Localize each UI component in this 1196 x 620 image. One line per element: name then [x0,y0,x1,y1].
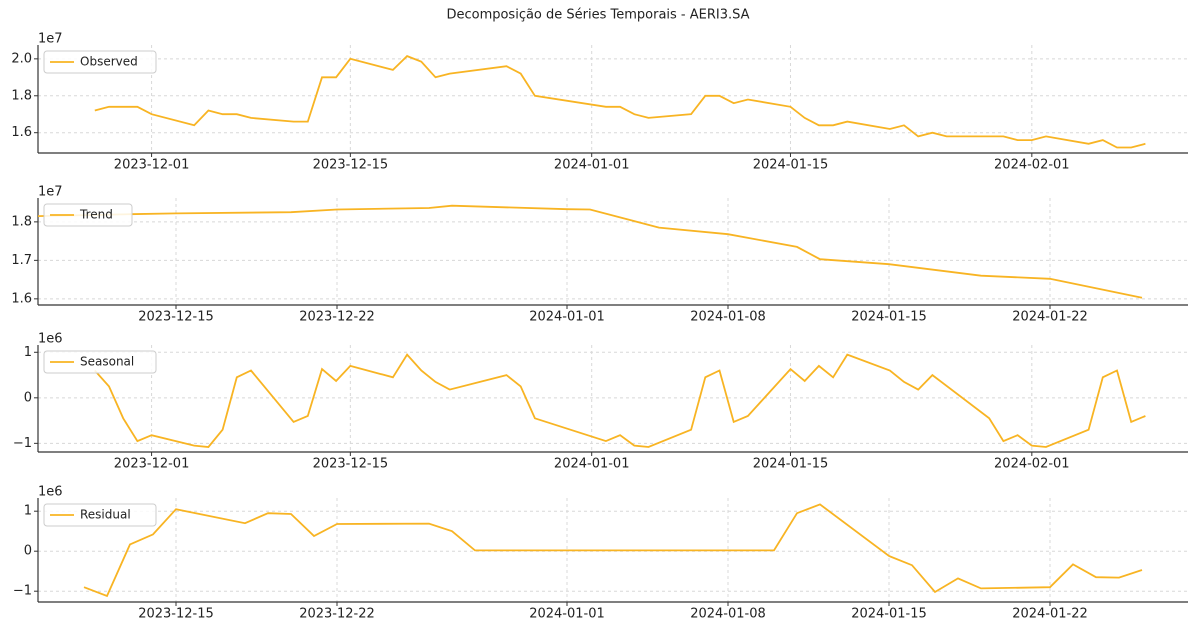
legend-box [43,203,133,227]
x-tick-label: 2023-12-01 [114,158,190,173]
x-tick-label: 2024-02-01 [994,158,1070,173]
legend-label: Trend [79,208,113,222]
x-tick-label: 2024-01-01 [529,607,605,620]
y-tick-label: 2.0 [11,51,32,66]
y-tick-label: 1 [24,504,32,519]
x-tick-label: 2023-12-22 [299,607,375,620]
x-tick-label: 2024-01-01 [554,158,630,173]
y-tick-label: 1.7 [11,253,32,268]
legend-box [43,50,157,74]
legend-label: Observed [80,55,138,69]
legend-label: Seasonal [80,355,134,369]
offset-label: 1e6 [38,332,63,347]
y-tick-label: 1.6 [11,291,32,306]
x-tick-label: 2024-01-08 [690,310,766,325]
x-tick-label: 2024-01-01 [529,310,605,325]
x-tick-label: 2023-12-15 [138,607,214,620]
figure-title: Decomposição de Séries Temporais - AERI3… [446,8,749,23]
legend-box [43,350,157,374]
y-tick-label: −1 [13,584,32,599]
x-tick-label: 2024-01-15 [753,158,829,173]
y-tick-label: 1.8 [11,214,32,229]
series-line [37,204,1143,299]
x-tick-label: 2023-12-15 [138,310,214,325]
y-tick-label: 1.8 [11,88,32,103]
x-tick-label: 2023-12-15 [313,158,389,173]
x-tick-label: 2023-12-15 [313,457,389,472]
x-tick-label: 2024-01-22 [1012,607,1088,620]
x-tick-label: 2024-01-22 [1012,310,1088,325]
series-line [83,503,1143,598]
offset-label: 1e7 [38,185,63,200]
x-tick-label: 2024-01-15 [851,607,927,620]
legend-box [43,503,157,527]
x-tick-label: 2024-02-01 [994,457,1070,472]
x-tick-label: 2024-01-01 [554,457,630,472]
x-tick-label: 2023-12-01 [114,457,190,472]
y-tick-label: 1 [24,345,32,360]
y-tick-label: −1 [13,436,32,451]
series-line [94,353,1146,448]
offset-label: 1e7 [38,32,63,47]
x-tick-label: 2024-01-15 [753,457,829,472]
x-tick-label: 2023-12-22 [299,310,375,325]
y-tick-label: 0 [24,544,32,559]
y-tick-label: 0 [24,390,32,405]
y-tick-label: 1.6 [11,125,32,140]
x-tick-label: 2024-01-08 [690,607,766,620]
legend-label: Residual [80,508,131,522]
offset-label: 1e6 [38,485,63,500]
series-line [94,55,1146,149]
x-tick-label: 2024-01-15 [851,310,927,325]
